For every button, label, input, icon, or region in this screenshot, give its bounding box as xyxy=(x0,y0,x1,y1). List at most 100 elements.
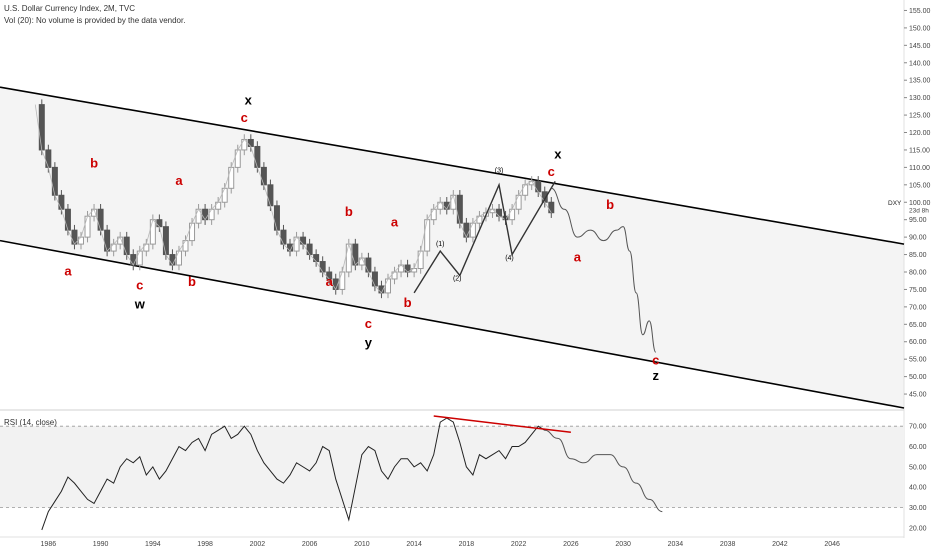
time-tick-label: 1994 xyxy=(145,541,161,548)
price-tick-label: 80.00 xyxy=(909,270,927,277)
candle-body xyxy=(104,229,111,252)
price-tick-label: 85.00 xyxy=(909,252,927,259)
candle-body xyxy=(189,222,196,242)
candle-body xyxy=(548,201,555,214)
wave-label: a xyxy=(574,250,582,265)
price-tick-label: 150.00 xyxy=(909,25,931,32)
candle-body xyxy=(221,187,228,203)
candle-body xyxy=(156,219,163,228)
price-close-line xyxy=(34,104,552,294)
candle-body xyxy=(437,201,444,210)
rsi-tick-label: 70.00 xyxy=(909,424,927,431)
candle-body xyxy=(430,208,437,221)
price-tick-label: 90.00 xyxy=(909,235,927,242)
candle-body xyxy=(371,271,378,287)
candle-body xyxy=(97,208,104,231)
candle-body xyxy=(522,184,529,196)
candle-body xyxy=(215,201,222,210)
candle-body xyxy=(149,219,156,245)
candle-body xyxy=(319,261,326,273)
wave-label: a xyxy=(326,274,334,289)
upper-channel-line xyxy=(0,86,905,245)
price-tick-label: 50.00 xyxy=(909,374,927,381)
rsi-pane: 70.00 60.00 50.00 40.00 30.00 20.00 xyxy=(0,415,927,532)
price-tick-label: 135.00 xyxy=(909,78,931,85)
rsi-projection-line xyxy=(544,429,663,513)
candle-body xyxy=(260,166,267,186)
candle-body xyxy=(228,166,235,189)
rsi-divergence-line xyxy=(433,415,571,434)
candle-body xyxy=(365,257,372,273)
time-tick-label: 2010 xyxy=(354,541,370,548)
wave-label: c xyxy=(241,110,248,125)
candle-body xyxy=(175,250,182,266)
price-series xyxy=(34,99,657,353)
time-tick-label: 1998 xyxy=(197,541,213,548)
candle-body xyxy=(273,205,280,231)
price-tick-label: 100.00 xyxy=(909,200,931,207)
candle-body xyxy=(123,236,130,256)
candle-body xyxy=(306,243,313,256)
wave-label: b xyxy=(606,197,614,212)
time-tick-label: 1986 xyxy=(41,541,57,548)
candle-body xyxy=(77,236,84,245)
candle-body xyxy=(535,180,542,193)
time-tick-label: 2026 xyxy=(563,541,579,548)
candle-body xyxy=(476,215,483,224)
rsi-tick-label: 60.00 xyxy=(909,444,927,451)
candle-body xyxy=(456,194,463,224)
candle-body xyxy=(110,243,117,252)
time-tick-label: 1990 xyxy=(93,541,109,548)
wave-label: b xyxy=(345,204,353,219)
wave-label: b xyxy=(404,295,412,310)
background-layer xyxy=(0,0,905,538)
candle-body xyxy=(169,254,176,266)
candle-body xyxy=(130,254,137,266)
candle-body xyxy=(162,226,169,256)
candle-body xyxy=(384,278,391,294)
time-tick-label: 2018 xyxy=(459,541,475,548)
wave-label: (3) xyxy=(495,168,504,175)
time-tick-label: 2042 xyxy=(772,541,788,548)
candle-body xyxy=(143,243,150,252)
candle-body xyxy=(398,264,405,273)
wave-label: a xyxy=(391,215,399,230)
candle-body xyxy=(352,243,359,266)
time-tick-label: 2014 xyxy=(406,541,422,548)
axes-layer: 155.00 150.00 145.00 140.00 135.00 130.00 125.… xyxy=(41,8,931,548)
candle-body xyxy=(234,149,241,168)
countdown-label: 23d 8h xyxy=(909,207,929,214)
candle-body xyxy=(280,229,287,245)
rsi-tick-label: 40.00 xyxy=(909,485,927,492)
time-tick-label: 2046 xyxy=(824,541,840,548)
wave-label: z xyxy=(653,368,660,383)
channel-fill xyxy=(0,87,904,408)
candle-body xyxy=(267,184,274,207)
lower-channel-line xyxy=(0,239,905,409)
rsi-tick-label: 30.00 xyxy=(909,505,927,512)
wave-label: c xyxy=(652,352,659,367)
candle-body xyxy=(391,271,398,280)
wave-label: c xyxy=(548,164,555,179)
candle-body xyxy=(313,254,320,263)
wave-label: w xyxy=(134,297,146,312)
price-tick-label: 65.00 xyxy=(909,322,927,329)
wave-label: b xyxy=(90,155,98,170)
candle-body xyxy=(208,208,215,221)
rsi-line xyxy=(41,417,546,531)
projection-line xyxy=(551,187,657,353)
time-tick-label: 2002 xyxy=(250,541,266,548)
wave-label: a xyxy=(175,173,183,188)
price-tick-label: 120.00 xyxy=(909,130,931,137)
candle-body xyxy=(496,208,503,217)
time-tick-label: 2030 xyxy=(615,541,631,548)
volume-note: Vol (20): No volume is provided by the d… xyxy=(4,16,186,25)
price-tick-label: 110.00 xyxy=(909,165,930,172)
candle-body xyxy=(64,208,71,231)
candle-body xyxy=(509,208,516,221)
candle-body xyxy=(38,104,45,151)
price-tick-label: 140.00 xyxy=(909,60,931,67)
candle-body xyxy=(463,222,470,238)
